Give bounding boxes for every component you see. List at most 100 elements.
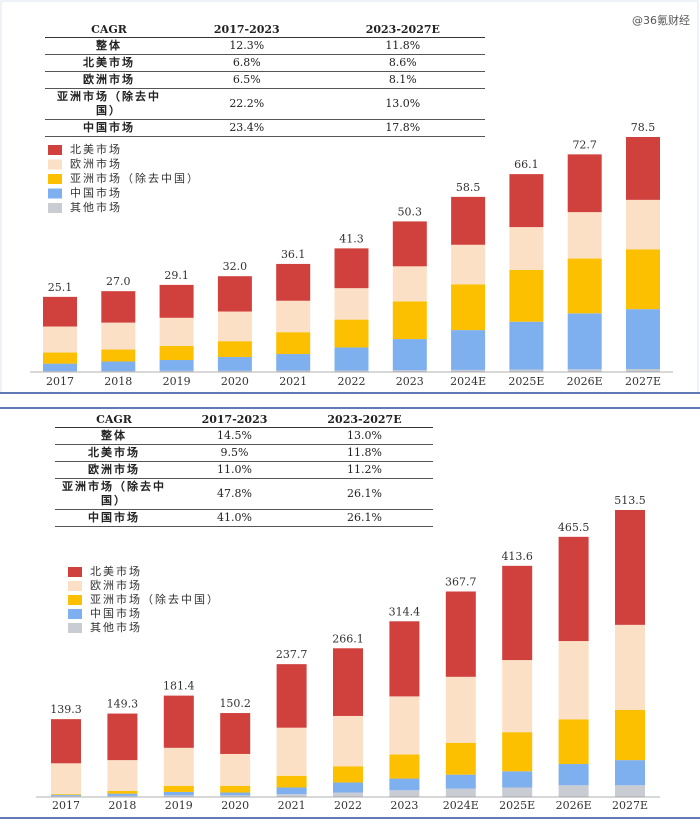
total-label: 413.6 xyxy=(501,550,533,563)
bar-segment xyxy=(567,313,602,370)
bar-segment xyxy=(276,727,307,776)
total-label: 367.7 xyxy=(445,575,477,588)
legend-label: 中国市场 xyxy=(70,186,122,200)
bar-segment xyxy=(107,713,138,761)
bar-segment xyxy=(558,536,589,642)
legend-swatch xyxy=(48,145,62,155)
table-cell: 11.8% xyxy=(296,444,433,462)
table-cell: 中国市场 xyxy=(55,509,173,527)
table-cell: 中国市场 xyxy=(45,119,173,137)
legend-label: 北美市场 xyxy=(70,142,122,156)
x-tick-label: 2021 xyxy=(278,799,306,812)
bar-segment xyxy=(51,763,81,795)
table-row: 欧洲市场 11.0% 11.2% xyxy=(55,461,433,479)
bar-segment xyxy=(445,788,476,797)
x-tick-label: 2017 xyxy=(52,799,80,812)
bar-segment xyxy=(502,732,533,772)
bar-segment xyxy=(107,790,138,794)
x-tick-label: 2023 xyxy=(390,799,418,812)
bar-segment xyxy=(333,792,363,797)
bar-segment xyxy=(509,321,544,370)
watermark: @36氪财经 xyxy=(632,14,690,27)
x-tick-label: 2017 xyxy=(46,375,74,388)
legend-swatch xyxy=(68,623,82,633)
bar-segment xyxy=(392,370,427,372)
bar-segment xyxy=(333,715,363,767)
cagr-table: CAGR 2017-2023 2023-2027E 整体 12.3% 11.8% 北美市场 6… xyxy=(45,22,485,137)
total-label: 58.5 xyxy=(456,181,481,194)
table-cell: 11.2% xyxy=(296,461,433,479)
table-cell: 整体 xyxy=(45,37,173,55)
legend-swatch xyxy=(48,203,62,213)
x-tick-label: 2020 xyxy=(221,375,249,388)
table-cell: 26.1% xyxy=(296,478,433,510)
table-row: 整体 14.5% 13.0% xyxy=(55,427,433,445)
table-header-cell: 2023-2027E xyxy=(320,22,485,38)
bar-segment xyxy=(509,369,544,372)
legend-swatch xyxy=(48,174,62,184)
bar-segment xyxy=(334,319,369,348)
table-header-cell: 2017-2023 xyxy=(173,22,321,38)
total-label: 314.4 xyxy=(389,605,421,618)
x-tick-label: 2022 xyxy=(338,375,366,388)
table-row: 中国市场 41.0% 26.1% xyxy=(55,509,433,527)
bar-segment xyxy=(107,795,138,797)
table-cell: 6.8% xyxy=(173,54,321,72)
bar-segment xyxy=(276,787,307,795)
bar-segment xyxy=(626,137,660,200)
bar-segment xyxy=(334,288,369,320)
bar-segment xyxy=(445,774,476,789)
table-cell: 欧洲市场 xyxy=(55,461,173,479)
x-tick-label: 2019 xyxy=(163,375,191,388)
bar-segment xyxy=(43,352,77,364)
x-tick-label: 2025E xyxy=(508,375,544,388)
bar-segment xyxy=(558,641,589,720)
bar-segment xyxy=(626,369,660,372)
table-cell: 47.8% xyxy=(173,478,296,510)
table-row: 整体 12.3% 11.8% xyxy=(45,37,485,55)
bar-segment xyxy=(615,785,645,797)
bar-segment xyxy=(163,795,194,797)
bar-segment xyxy=(392,301,427,340)
bar-segment xyxy=(107,760,138,791)
bar-segment xyxy=(159,317,194,346)
bar-segment xyxy=(615,510,645,625)
x-tick-label: 2024E xyxy=(443,799,479,812)
bar-segment xyxy=(389,754,420,779)
total-label: 78.5 xyxy=(631,121,656,134)
table-header-cell: 2023-2027E xyxy=(296,412,433,428)
x-tick-label: 2027E xyxy=(612,799,648,812)
table-row: 欧洲市场 6.5% 8.1% xyxy=(45,71,485,89)
x-tick-label: 2022 xyxy=(334,799,362,812)
table-cell: 亚洲市场（除去中国） xyxy=(45,88,173,120)
total-label: 266.1 xyxy=(332,632,364,645)
bar-segment xyxy=(159,345,194,361)
bar-segment xyxy=(615,760,645,786)
table-row: 中国市场 23.4% 17.8% xyxy=(45,119,485,137)
bar-segment xyxy=(502,660,533,733)
x-tick-label: 2026E xyxy=(567,375,603,388)
bar-segment xyxy=(502,565,533,661)
bar-segment xyxy=(51,719,81,764)
legend-swatch xyxy=(48,188,62,199)
total-label: 465.5 xyxy=(558,521,590,534)
bar-segment xyxy=(445,591,476,677)
table-cell: 11.0% xyxy=(173,461,296,479)
bar-segment xyxy=(276,664,307,728)
bar-segment xyxy=(217,357,252,371)
bar-segment xyxy=(276,794,307,797)
legend-swatch xyxy=(48,159,62,170)
bar-segment xyxy=(276,354,311,371)
cagr-table: CAGR 2017-2023 2023-2027E 整体 14.5% 13.0% 北美市场 9… xyxy=(55,412,433,527)
table-cell: 12.3% xyxy=(173,37,321,55)
bar-segment xyxy=(276,263,311,301)
bar-segment xyxy=(43,363,77,372)
bar-segment xyxy=(276,332,311,355)
total-label: 29.1 xyxy=(164,269,189,282)
bar-segment xyxy=(159,360,194,371)
legend-swatch xyxy=(68,609,82,619)
bar-segment xyxy=(276,300,311,333)
bar-segment xyxy=(101,371,136,372)
bar-segment xyxy=(509,269,544,322)
table-header: CAGR 2017-2023 2023-2027E xyxy=(45,22,485,38)
